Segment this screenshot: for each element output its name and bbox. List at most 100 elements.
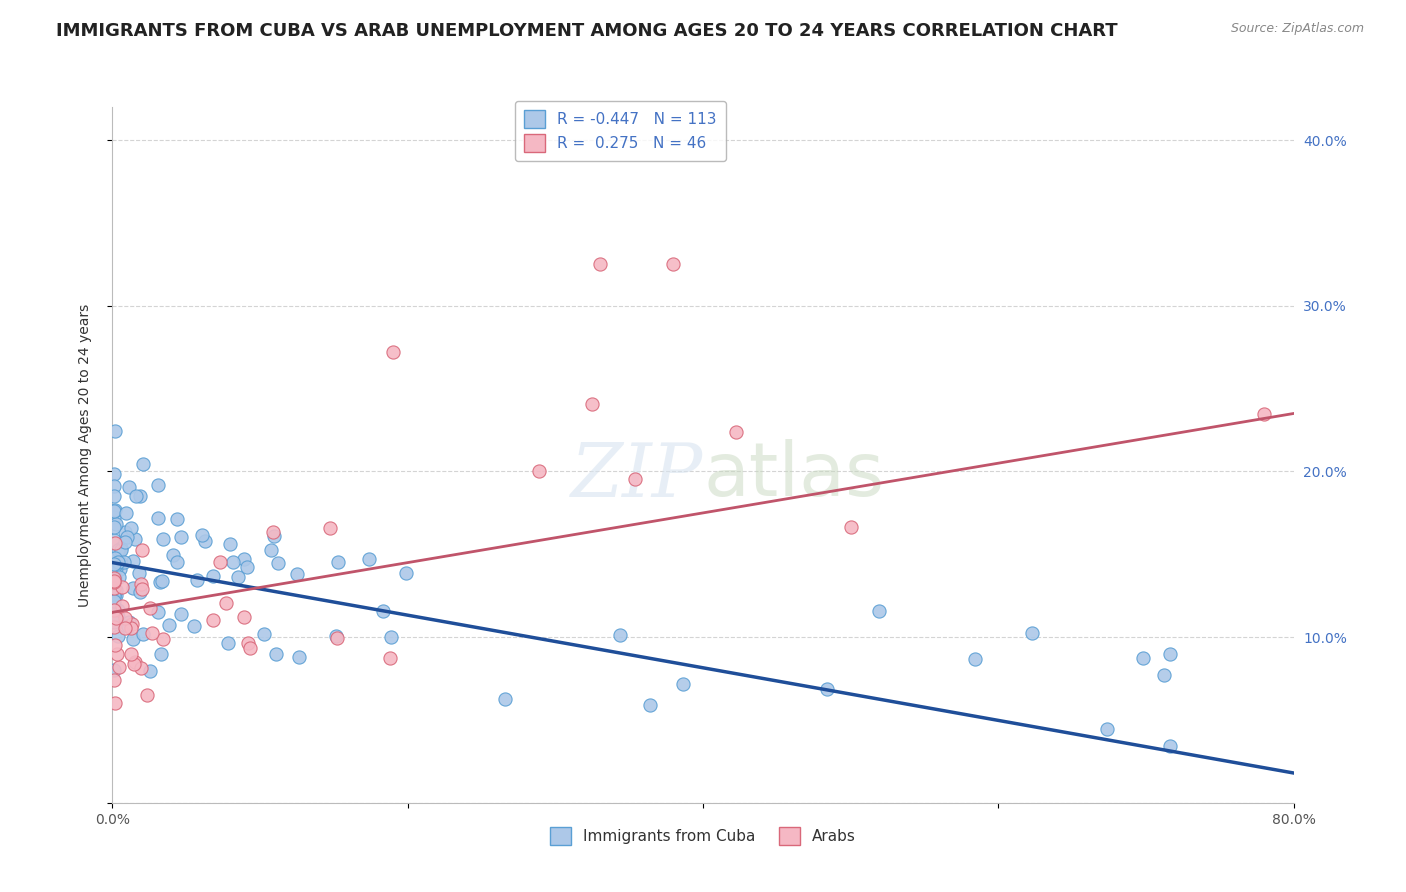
Point (120, 621, 142, 635)
Point (152, 532, 174, 546)
Point (124, 489, 146, 503)
Point (108, 545, 131, 559)
Point (129, 576, 152, 591)
Point (107, 603, 129, 617)
Point (105, 610, 128, 624)
Point (624, 472, 647, 486)
Point (201, 613, 224, 627)
Point (326, 631, 349, 645)
Point (122, 581, 145, 595)
Point (103, 571, 125, 585)
Point (183, 619, 205, 633)
Point (117, 480, 139, 494)
Point (103, 561, 125, 575)
Point (1097, 722, 1119, 736)
Point (114, 611, 136, 625)
Point (839, 520, 862, 534)
Point (120, 521, 142, 535)
Point (103, 510, 125, 524)
Point (131, 660, 153, 674)
Point (1021, 626, 1043, 640)
Point (267, 557, 290, 571)
Point (138, 664, 160, 678)
Text: IMMIGRANTS FROM CUBA VS ARAB UNEMPLOYMENT AMONG AGES 20 TO 24 YEARS CORRELATION : IMMIGRANTS FROM CUBA VS ARAB UNEMPLOYMEN… (56, 22, 1118, 40)
Point (1153, 667, 1175, 681)
Point (325, 629, 347, 643)
Point (105, 588, 128, 602)
Point (239, 641, 262, 656)
Point (150, 647, 173, 661)
Point (131, 542, 153, 557)
Point (120, 647, 142, 661)
Point (588, 257, 610, 271)
Point (103, 520, 125, 534)
Point (131, 582, 153, 596)
Point (263, 529, 285, 543)
Point (122, 553, 145, 567)
Legend: Immigrants from Cuba, Arabs: Immigrants from Cuba, Arabs (544, 821, 862, 851)
Point (117, 619, 139, 633)
Point (262, 525, 284, 540)
Point (114, 535, 136, 549)
Point (141, 626, 163, 640)
Point (107, 543, 129, 558)
Point (150, 574, 173, 588)
Point (724, 425, 747, 439)
Point (110, 561, 132, 575)
Point (129, 489, 152, 503)
Point (124, 655, 146, 669)
Point (232, 552, 254, 566)
Point (395, 566, 418, 580)
Text: Source: ZipAtlas.com: Source: ZipAtlas.com (1230, 22, 1364, 36)
Point (114, 525, 136, 540)
Point (122, 632, 145, 647)
Point (104, 571, 127, 585)
Point (215, 596, 238, 610)
Point (104, 424, 127, 438)
Point (122, 657, 145, 671)
Point (112, 555, 135, 569)
Point (103, 611, 125, 625)
Point (186, 573, 208, 587)
Point (107, 610, 129, 624)
Point (170, 607, 193, 622)
Point (218, 636, 240, 650)
Point (114, 506, 136, 520)
Point (868, 604, 890, 618)
Point (103, 503, 125, 517)
Y-axis label: Unemployment Among Ages 20 to 24 years: Unemployment Among Ages 20 to 24 years (77, 303, 91, 607)
Point (105, 560, 128, 574)
Point (288, 649, 311, 664)
Point (103, 533, 125, 548)
Point (260, 543, 283, 558)
Point (1253, 407, 1275, 421)
Text: atlas: atlas (703, 439, 884, 512)
Point (328, 555, 350, 569)
Point (222, 555, 245, 569)
Point (107, 629, 129, 643)
Point (285, 566, 308, 581)
Point (581, 397, 603, 411)
Point (965, 652, 987, 666)
Point (103, 574, 125, 588)
Point (103, 593, 125, 607)
Point (103, 589, 125, 603)
Point (148, 511, 170, 525)
Point (373, 603, 395, 617)
Point (494, 692, 516, 706)
Point (104, 516, 127, 531)
Point (132, 627, 155, 641)
Point (149, 574, 172, 589)
Point (162, 548, 184, 562)
Point (104, 638, 127, 652)
Point (128, 585, 150, 599)
Point (103, 572, 125, 586)
Point (108, 569, 131, 583)
Point (194, 533, 217, 548)
Point (152, 632, 174, 647)
Point (105, 647, 128, 661)
Point (108, 660, 131, 674)
Point (103, 673, 125, 687)
Point (103, 490, 125, 504)
Point (111, 580, 134, 594)
